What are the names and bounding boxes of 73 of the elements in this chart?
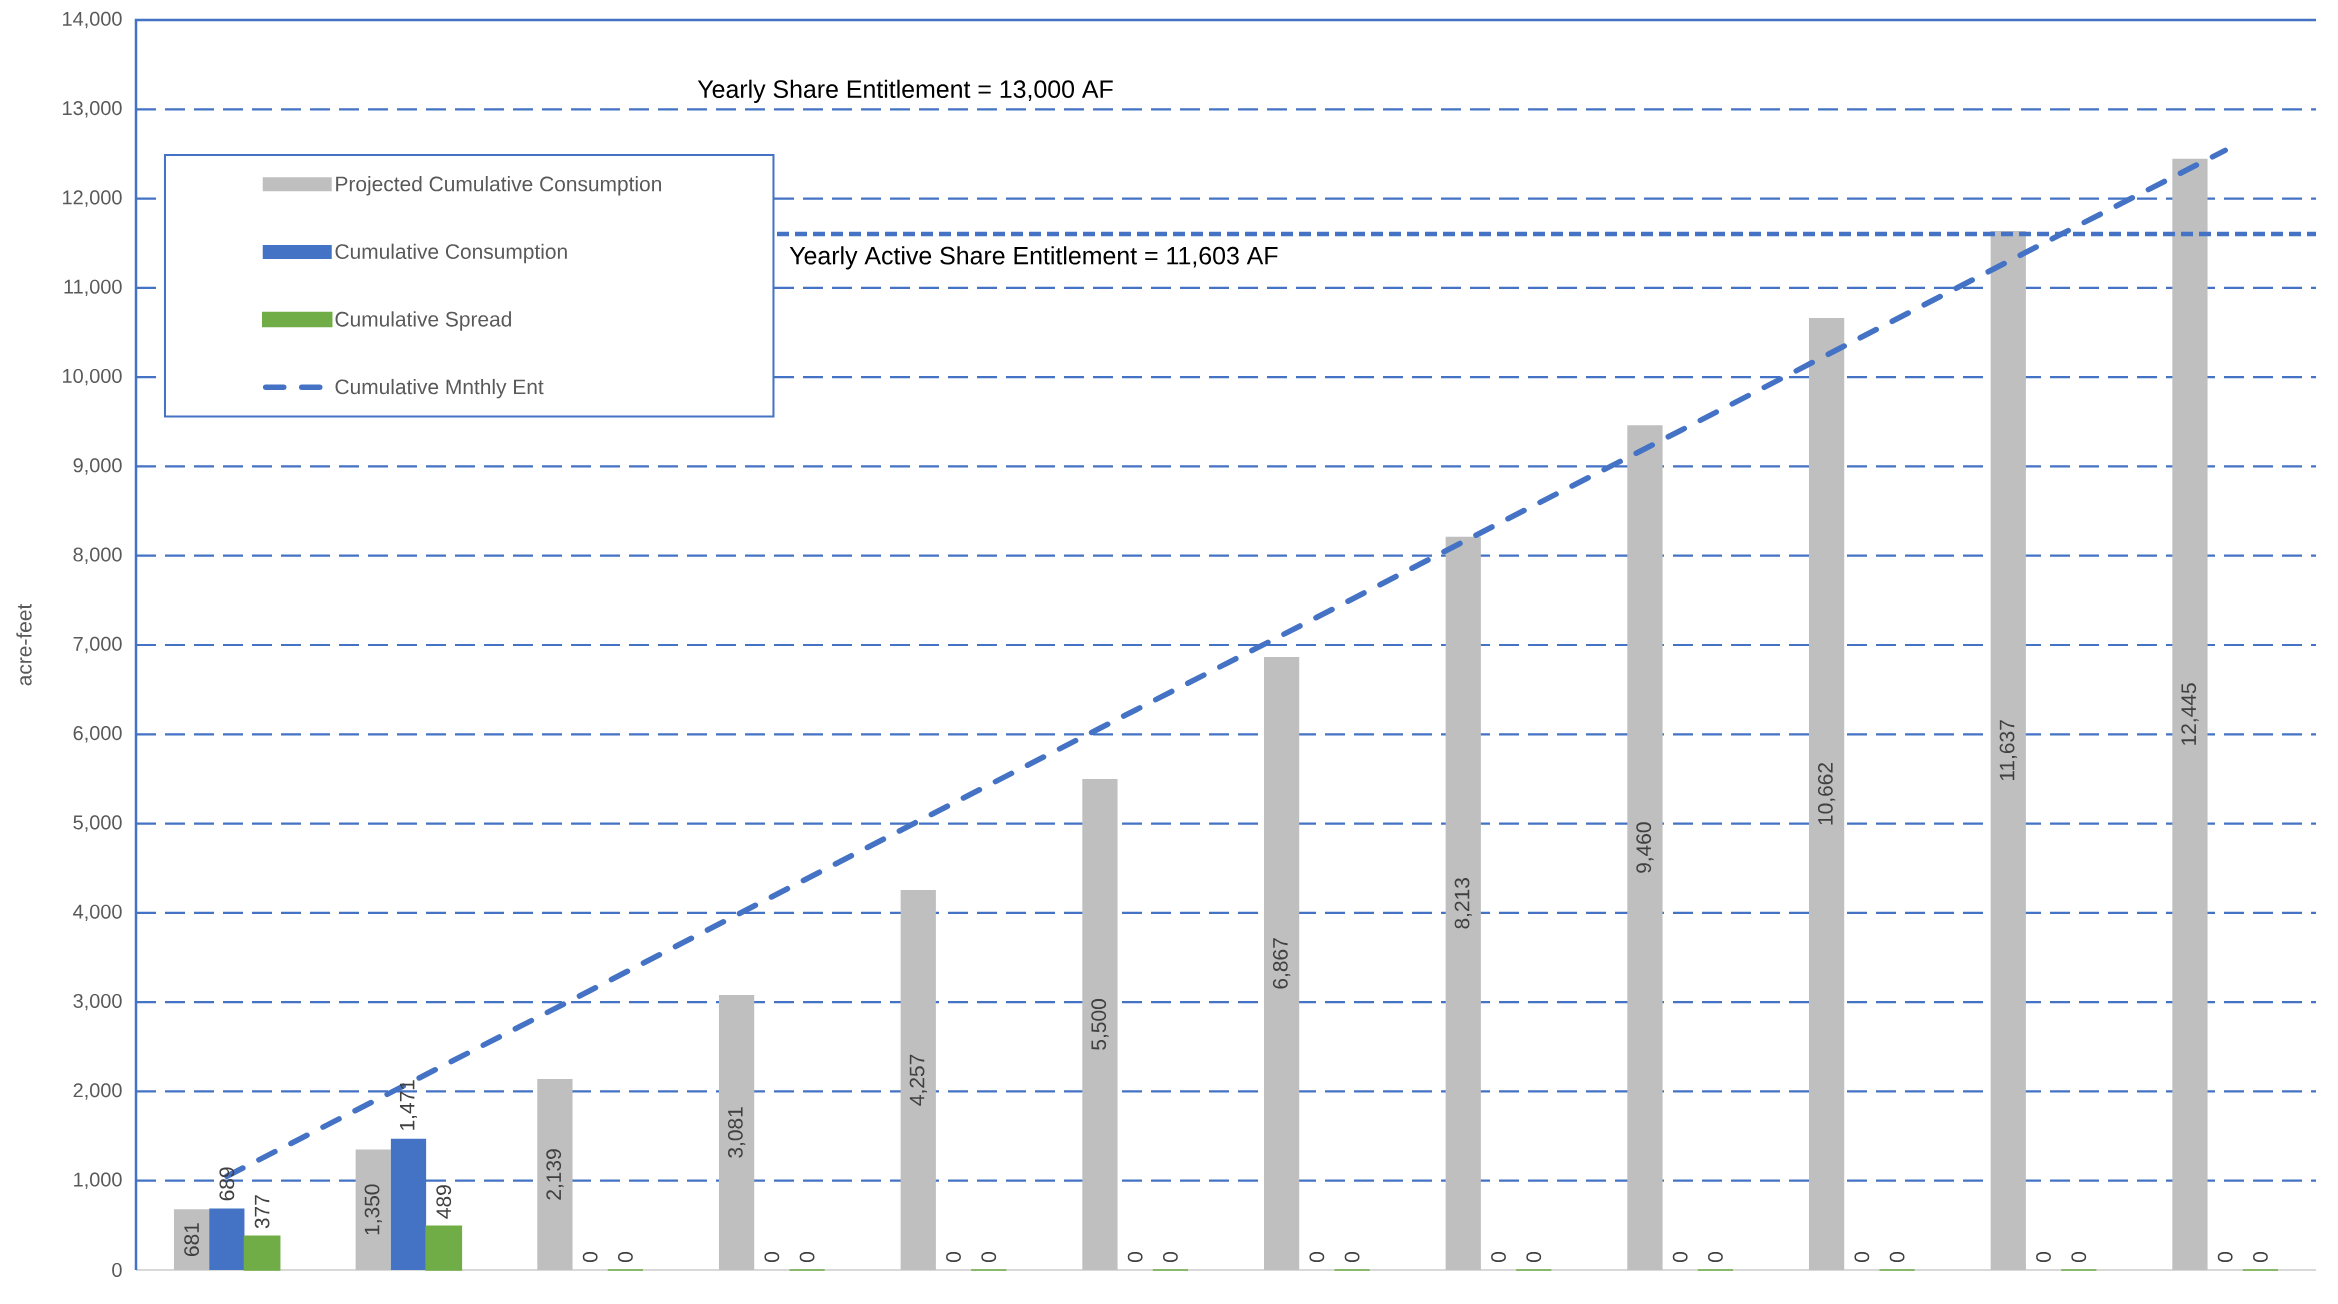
- data-label: 12,445: [2181, 683, 2199, 745]
- ref-line-label: Yearly Active Share Entitlement = 11,603 AF: [789, 246, 1278, 270]
- data-label: 0: [618, 1251, 633, 1262]
- data-label: 0: [2036, 1251, 2051, 1262]
- bar: [1082, 778, 1118, 1270]
- data-label: 11,637: [1999, 720, 2017, 781]
- data-label: 6,867: [1272, 938, 1291, 989]
- y-tick-label: 11,000: [64, 279, 122, 297]
- data-label: 0: [1708, 1251, 1723, 1262]
- bar: [1627, 425, 1663, 1270]
- data-label: 9,460: [1636, 822, 1654, 873]
- y-tick-label: 4,000: [73, 904, 122, 922]
- data-label: 0: [1672, 1251, 1688, 1262]
- bar: [173, 1209, 210, 1270]
- y-tick-label: 8,000: [73, 547, 122, 564]
- data-label: 0: [1127, 1251, 1143, 1262]
- data-label: 0: [1163, 1251, 1178, 1262]
- annotation: Yearly Share Entitlement = 13,000 AF: [697, 79, 1113, 103]
- bar: [1263, 656, 1300, 1270]
- y-tick-label: 0: [112, 1262, 122, 1278]
- data-label: 0: [1854, 1251, 1870, 1262]
- bar: [209, 1208, 245, 1270]
- data-label: 689: [219, 1167, 235, 1201]
- data-label: 377: [254, 1195, 270, 1229]
- data-label: 0: [2217, 1251, 2233, 1262]
- data-label: 0: [1344, 1251, 1360, 1262]
- data-label: 0: [2071, 1251, 2087, 1262]
- bar: [537, 1079, 573, 1270]
- data-label: 5,500: [1091, 999, 1109, 1050]
- legend-label: Cumulative Consumption: [335, 243, 567, 264]
- y-tick-label: 2,000: [73, 1083, 122, 1100]
- data-label: 0: [1526, 1251, 1542, 1262]
- data-label: 0: [1889, 1251, 1905, 1262]
- y-axis-title: acre-feet: [16, 603, 32, 686]
- y-tick-label: 12,000: [63, 190, 122, 207]
- data-label: 2,139: [546, 1149, 564, 1200]
- data-label: 8,213: [1454, 878, 1472, 929]
- data-label: 0: [799, 1251, 815, 1262]
- data-label: 0: [1491, 1251, 1506, 1262]
- legend-label: Cumulative Mnthly Ent: [335, 378, 544, 399]
- data-label: 0: [1309, 1251, 1325, 1262]
- bar: [243, 1235, 281, 1271]
- legend-label: Projected Cumulative Consumption: [336, 175, 661, 196]
- data-label: 1,471: [399, 1080, 418, 1130]
- bar: [425, 1225, 463, 1271]
- y-tick-label: 7,000: [73, 636, 122, 654]
- y-tick-label: 9,000: [73, 458, 122, 475]
- bar: [1445, 536, 1481, 1270]
- y-tick-label: 13,000: [63, 101, 122, 118]
- bar: [1990, 230, 2026, 1270]
- data-label: 0: [946, 1251, 961, 1262]
- data-label: 0: [981, 1251, 997, 1262]
- y-tick-label: 5,000: [73, 815, 122, 832]
- bar: [900, 889, 936, 1270]
- y-tick-label: 3,000: [73, 993, 122, 1011]
- bar: [2172, 158, 2208, 1270]
- y-tick-label: 14,000: [63, 11, 122, 29]
- data-label: 1,350: [364, 1184, 382, 1235]
- data-label: 489: [436, 1185, 452, 1219]
- legend-label: Cumulative Spread: [335, 311, 511, 331]
- bar: [1808, 318, 1845, 1270]
- y-tick-label: 6,000: [73, 726, 122, 743]
- data-label: 0: [2253, 1251, 2268, 1262]
- bar: [355, 1149, 391, 1270]
- data-label: 681: [184, 1223, 199, 1256]
- y-tick-label: 1,000: [74, 1172, 122, 1189]
- data-label: 10,662: [1817, 763, 1836, 825]
- data-label: 3,081: [727, 1107, 746, 1158]
- data-label: 4,257: [909, 1054, 927, 1106]
- data-label: 0: [582, 1251, 598, 1262]
- bar: [718, 994, 755, 1270]
- y-tick-label: 10,000: [63, 368, 122, 386]
- data-label: 0: [764, 1251, 780, 1262]
